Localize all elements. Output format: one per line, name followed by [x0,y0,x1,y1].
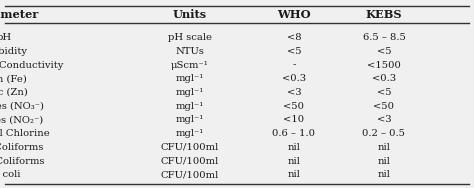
Text: Fecal Coliforms: Fecal Coliforms [0,157,45,166]
Text: mgl⁻¹: mgl⁻¹ [175,102,204,111]
Text: <0.3: <0.3 [372,74,396,83]
Text: CFU/100ml: CFU/100ml [161,143,219,152]
Text: -: - [292,61,296,70]
Text: NTUs: NTUs [175,47,204,56]
Text: pH: pH [0,33,12,42]
Text: mgl⁻¹: mgl⁻¹ [175,129,204,138]
Text: 6.5 – 8.5: 6.5 – 8.5 [363,33,405,42]
Text: nil: nil [377,157,391,166]
Text: Turbidity: Turbidity [0,47,28,56]
Text: <10: <10 [283,115,304,124]
Text: <3: <3 [377,115,391,124]
Text: Units: Units [173,9,207,20]
Text: <50: <50 [283,102,304,111]
Text: WHO: WHO [277,9,310,20]
Text: E. coli: E. coli [0,170,20,179]
Text: nil: nil [377,143,391,152]
Text: CFU/100ml: CFU/100ml [161,170,219,179]
Text: nil: nil [287,170,301,179]
Text: Nitrites (NO₂⁻): Nitrites (NO₂⁻) [0,115,43,124]
Text: 0.2 – 0.5: 0.2 – 0.5 [363,129,405,138]
Text: Residual Chlorine: Residual Chlorine [0,129,50,138]
Text: Total Coliforms: Total Coliforms [0,143,44,152]
Text: <5: <5 [287,47,301,56]
Text: Electrical Conductivity: Electrical Conductivity [0,61,63,70]
Text: Nitrates (NO₃⁻): Nitrates (NO₃⁻) [0,102,44,111]
Text: <5: <5 [377,88,391,97]
Text: nil: nil [287,143,301,152]
Text: mgl⁻¹: mgl⁻¹ [175,74,204,83]
Text: pH scale: pH scale [168,33,211,42]
Text: mgl⁻¹: mgl⁻¹ [175,115,204,124]
Text: mgl⁻¹: mgl⁻¹ [175,88,204,97]
Text: <3: <3 [287,88,301,97]
Text: CFU/100ml: CFU/100ml [161,157,219,166]
Text: nil: nil [377,170,391,179]
Text: μScm⁻¹: μScm⁻¹ [171,61,209,70]
Text: 0.6 – 1.0: 0.6 – 1.0 [273,129,315,138]
Text: Zinc (Zn): Zinc (Zn) [0,88,28,97]
Text: Parameter: Parameter [0,9,38,20]
Text: <50: <50 [374,102,394,111]
Text: <5: <5 [377,47,391,56]
Text: <0.3: <0.3 [282,74,306,83]
Text: KEBS: KEBS [365,9,402,20]
Text: nil: nil [287,157,301,166]
Text: <8: <8 [287,33,301,42]
Text: <1500: <1500 [367,61,401,70]
Text: Iron (Fe): Iron (Fe) [0,74,27,83]
